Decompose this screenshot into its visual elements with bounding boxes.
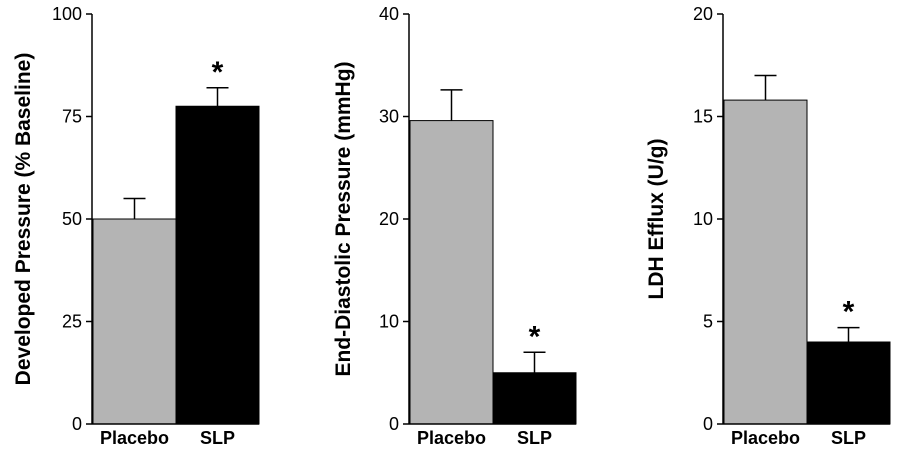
y-tick-label: 10 bbox=[379, 312, 399, 332]
panel-end-diastolic-pressure: Placebo * SLP 0 10 20 30 40 End-Diastolic Pressu… bbox=[332, 4, 577, 448]
category-label: SLP bbox=[831, 428, 866, 448]
bar-placebo bbox=[92, 218, 177, 425]
y-tick-label: 75 bbox=[62, 107, 82, 127]
significance-marker: * bbox=[843, 296, 855, 329]
panel-developed-pressure: Placebo * SLP 0 25 50 75 100 Developed Pressure … bbox=[12, 4, 260, 448]
y-tick-label: 10 bbox=[693, 209, 713, 229]
y-tick-label: 5 bbox=[703, 312, 713, 332]
y-tick-label: 100 bbox=[52, 4, 82, 24]
bar-slp bbox=[806, 341, 891, 425]
category-label: Placebo bbox=[731, 428, 800, 448]
y-tick-label: 20 bbox=[693, 4, 713, 24]
y-tick-label: 20 bbox=[379, 209, 399, 229]
category-label: Placebo bbox=[417, 428, 486, 448]
y-axis-title: LDH Efflux (U/g) bbox=[645, 139, 668, 300]
category-label: SLP bbox=[200, 428, 235, 448]
category-label: SLP bbox=[517, 428, 552, 448]
y-tick-label: 0 bbox=[389, 414, 399, 434]
significance-marker: * bbox=[529, 320, 541, 353]
y-tick-label: 50 bbox=[62, 209, 82, 229]
y-axis-title: Developed Pressure (% Baseline) bbox=[12, 53, 35, 386]
bar-slp bbox=[492, 372, 577, 425]
bar-placebo bbox=[723, 99, 808, 425]
bar-placebo bbox=[409, 120, 494, 425]
y-axis-title: End-Diastolic Pressure (mmHg) bbox=[332, 61, 355, 376]
y-tick-label: 15 bbox=[693, 107, 713, 127]
y-tick-label: 0 bbox=[72, 414, 82, 434]
y-tick-label: 40 bbox=[379, 4, 399, 24]
bar-slp bbox=[175, 105, 260, 425]
y-tick-label: 25 bbox=[62, 312, 82, 332]
category-label: Placebo bbox=[100, 428, 169, 448]
panel-ldh-efflux: Placebo * SLP 0 5 10 15 20 LDH Efflux (U/g) bbox=[645, 4, 891, 448]
significance-marker: * bbox=[212, 56, 224, 89]
y-tick-label: 0 bbox=[703, 414, 713, 434]
y-tick-label: 30 bbox=[379, 107, 399, 127]
